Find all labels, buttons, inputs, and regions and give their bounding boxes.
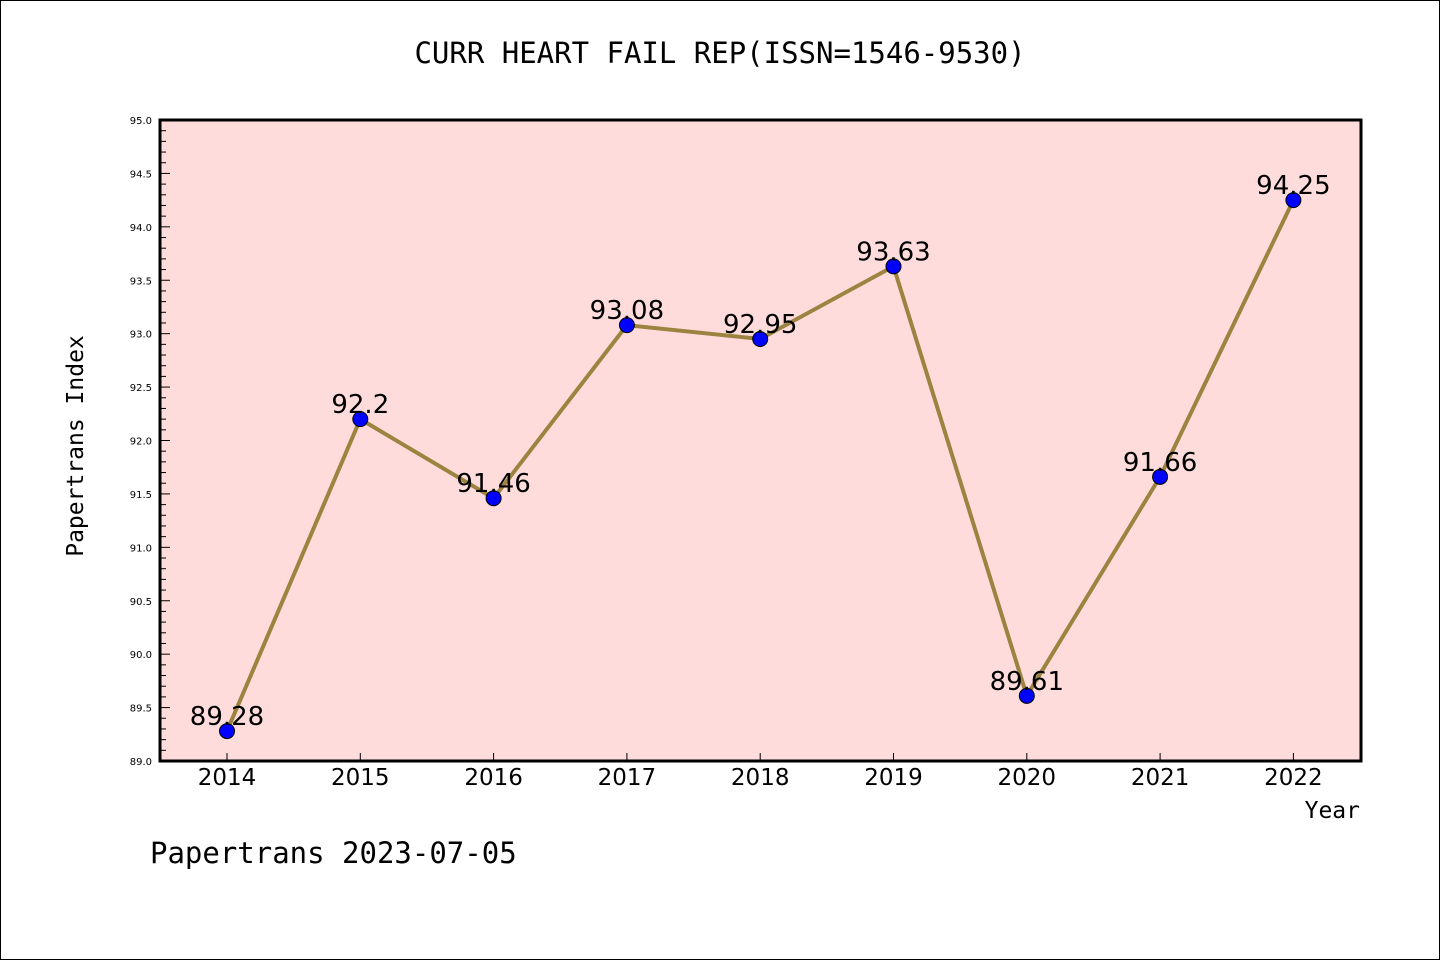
y-tick-label: 93.5 xyxy=(130,276,152,287)
x-axis-label: Year xyxy=(1304,798,1360,824)
y-tick-label: 94.0 xyxy=(130,223,152,234)
data-label: 89.28 xyxy=(190,702,264,732)
y-tick-label: 91.5 xyxy=(130,490,152,501)
data-label: 92.2 xyxy=(331,390,389,420)
series-group xyxy=(219,192,1302,740)
x-tick-label: 2022 xyxy=(1264,765,1323,791)
x-tick-label: 2019 xyxy=(864,765,923,791)
x-tick-label: 2021 xyxy=(1131,765,1190,791)
data-label: 92.95 xyxy=(723,310,797,340)
data-point xyxy=(618,317,635,334)
data-label: 91.46 xyxy=(456,469,530,499)
x-tick-label: 2016 xyxy=(464,765,523,791)
data-point xyxy=(1285,192,1302,209)
plot-border xyxy=(158,118,1363,763)
x-tick-label: 2015 xyxy=(331,765,390,791)
data-point xyxy=(1018,687,1035,704)
y-tick-label: 92.5 xyxy=(130,383,152,394)
y-tick-label: 92.0 xyxy=(130,437,152,448)
y-tick-label: 95.0 xyxy=(130,116,152,127)
x-tick-label: 2018 xyxy=(731,765,790,791)
x-tick-label: 2014 xyxy=(198,765,257,791)
data-label: 91.66 xyxy=(1123,448,1197,478)
footer-text: Papertrans 2023-07-05 xyxy=(150,836,517,870)
y-tick-label: 89.5 xyxy=(130,704,152,715)
y-tick-label: 89.0 xyxy=(130,757,152,768)
data-point xyxy=(352,411,369,428)
chart-title: CURR HEART FAIL REP(ISSN=1546-9530) xyxy=(414,36,1026,70)
data-label: 89.61 xyxy=(990,667,1064,697)
data-label: 93.63 xyxy=(856,237,930,267)
plot-area xyxy=(160,120,1361,761)
data-point xyxy=(752,331,769,348)
x-axis-ticks: 2014 2015 2016 2017 2018 2019 2020 2021 2022 xyxy=(198,753,1323,791)
y-tick-label: 94.5 xyxy=(130,169,152,180)
data-labels: 89.28 92.2 91.46 93.08 92.95 93.63 89.61 91.66 9… xyxy=(190,171,1331,732)
data-point xyxy=(1152,468,1169,485)
data-point xyxy=(485,490,502,507)
y-tick-label: 90.5 xyxy=(130,597,152,608)
y-tick-label: 91.0 xyxy=(130,543,152,554)
data-point xyxy=(885,258,902,275)
y-axis-ticks: 89.0 89.5 90.0 90.5 91.0 91.5 92.0 92.5 93.0 93.5… xyxy=(130,116,170,768)
data-label: 93.08 xyxy=(590,296,664,326)
x-tick-label: 2020 xyxy=(998,765,1057,791)
data-label: 94.25 xyxy=(1256,171,1330,201)
y-tick-label: 93.0 xyxy=(130,330,152,341)
data-point xyxy=(219,723,235,740)
x-tick-label: 2017 xyxy=(598,765,657,791)
y-tick-label: 90.0 xyxy=(130,650,152,661)
